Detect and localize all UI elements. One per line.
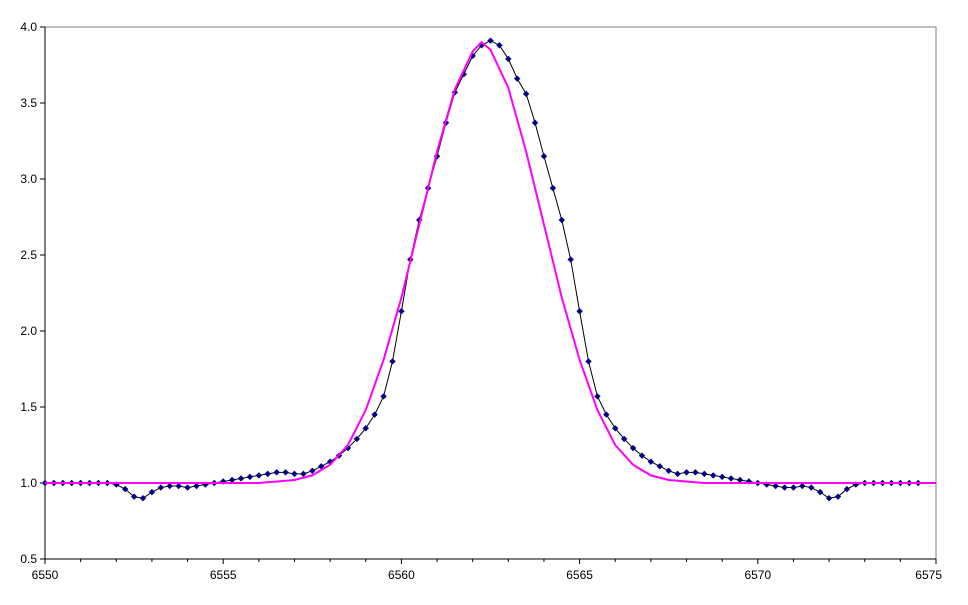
y-tick-label: 1.5 [20, 400, 37, 414]
y-tick-label: 2.5 [20, 248, 37, 262]
x-tick-label: 6570 [744, 568, 771, 582]
plot-area [45, 27, 936, 559]
y-tick-label: 3.5 [20, 96, 37, 110]
x-tick-label: 6555 [210, 568, 237, 582]
x-tick-label: 6565 [566, 568, 593, 582]
y-tick-label: 3.0 [20, 172, 37, 186]
y-tick-label: 1.0 [20, 476, 37, 490]
y-tick-label: 0.5 [20, 552, 37, 566]
y-axis: 0.5 1.0 1.5 2.0 2.5 3.0 3.5 4.0 [20, 20, 45, 566]
x-tick-label: 6575 [915, 568, 942, 582]
x-tick-label: 6560 [388, 568, 415, 582]
y-tick-label: 4.0 [20, 20, 37, 34]
y-tick-label: 2.0 [20, 324, 37, 338]
x-tick-label: 6550 [32, 568, 59, 582]
x-axis: 6550 6555 6560 6565 6570 6575 [32, 559, 943, 582]
